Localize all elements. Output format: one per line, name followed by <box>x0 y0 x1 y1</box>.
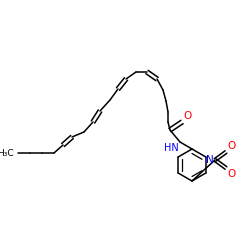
Text: O: O <box>227 141 235 151</box>
Text: N: N <box>206 155 214 165</box>
Text: HN: HN <box>164 143 179 153</box>
Text: H₃C: H₃C <box>0 148 14 158</box>
Text: O: O <box>227 169 235 179</box>
Text: O: O <box>183 111 191 121</box>
